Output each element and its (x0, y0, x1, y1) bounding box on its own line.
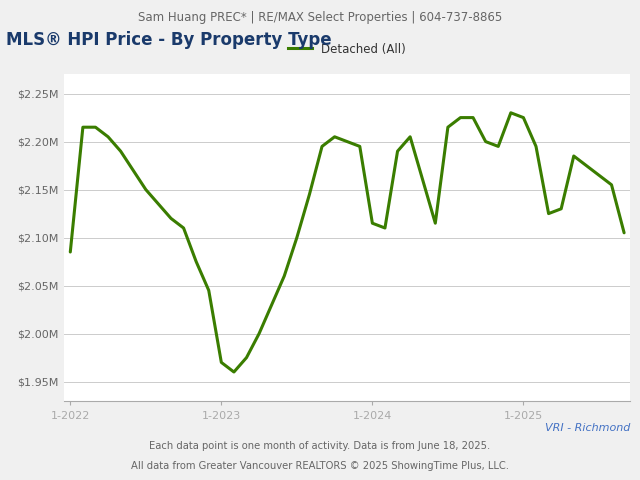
Text: Each data point is one month of activity. Data is from June 18, 2025.: Each data point is one month of activity… (149, 441, 491, 451)
Text: VRI - Richmond: VRI - Richmond (545, 423, 630, 433)
Text: All data from Greater Vancouver REALTORS © 2025 ShowingTime Plus, LLC.: All data from Greater Vancouver REALTORS… (131, 461, 509, 471)
Legend: Detached (All): Detached (All) (284, 38, 411, 60)
Text: Sam Huang PREC* | RE/MAX Select Properties | 604-737-8865: Sam Huang PREC* | RE/MAX Select Properti… (138, 11, 502, 24)
Text: MLS® HPI Price - By Property Type: MLS® HPI Price - By Property Type (6, 31, 332, 49)
